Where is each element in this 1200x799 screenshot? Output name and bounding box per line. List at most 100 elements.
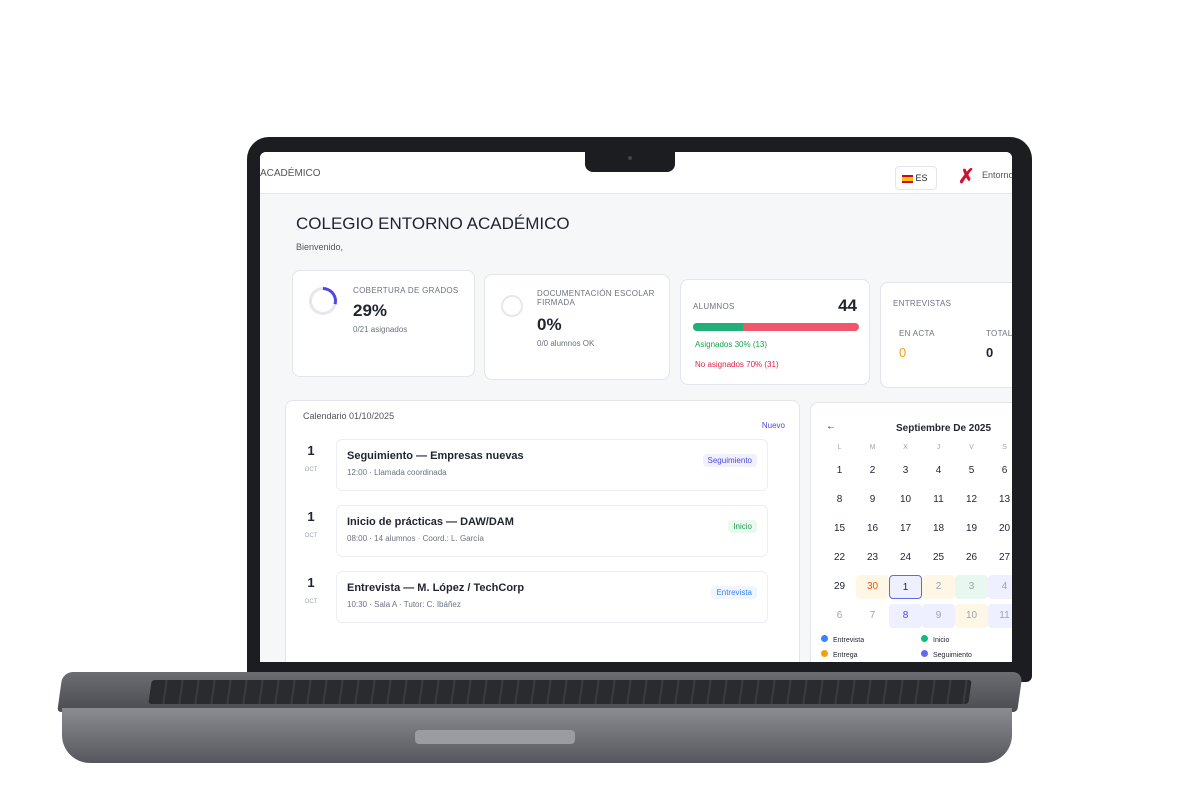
unassigned-legend: No asignados 70% (31) [695, 360, 779, 369]
progress-ring [501, 295, 523, 317]
weekday-label: M [869, 444, 876, 451]
legend-item: Entrega [821, 650, 921, 659]
event-date: 1 OCT [304, 509, 318, 539]
event-title: Entrevista — M. López / TechCorp [347, 582, 525, 594]
keyboard [148, 680, 972, 704]
event-details: 08:00 · 14 alumnos · Coord.: L. García [347, 534, 484, 543]
stat-card-students: Alumnos 44 Asignados 30% (13) No asignad… [680, 279, 870, 385]
event-badge: Entrevista [711, 586, 757, 599]
calendar-day[interactable]: 9 [922, 604, 955, 628]
stat-sub: 0/0 alumnos OK [537, 339, 595, 348]
calendar-day[interactable]: 9 [869, 494, 876, 505]
calendar-day[interactable]: 10 [899, 494, 912, 505]
stat-label: Documentación escolar firmada [537, 289, 655, 307]
calendar-day[interactable]: 6 [1001, 465, 1008, 476]
event-badge: Seguimiento [702, 454, 757, 467]
camera-notch [585, 150, 675, 172]
calendar-day[interactable]: 20 [998, 523, 1011, 534]
weekday-label: X [903, 444, 908, 451]
calendar-day[interactable]: 10 [955, 604, 988, 628]
brand: ACADÉMICO [260, 168, 321, 179]
calendar-day[interactable]: 11 [933, 494, 944, 505]
calendar-day[interactable]: 30 [856, 575, 889, 599]
calendar-day[interactable]: 19 [965, 523, 978, 534]
calendar-day[interactable]: 23 [866, 552, 879, 563]
stat-card-documentation: Documentación escolar firmada 0% 0/0 alu… [484, 274, 670, 380]
calendar-day[interactable]: 1 [889, 575, 922, 599]
event-date: 1 OCT [304, 443, 318, 473]
stat-value: 0% [537, 315, 562, 334]
weekday-label: V [969, 444, 974, 451]
agenda-title: Calendario 01/10/2025 [303, 411, 395, 421]
stat-value: 29% [353, 301, 388, 320]
calendar-day[interactable]: 24 [899, 552, 912, 563]
calendar-day[interactable]: 15 [833, 523, 846, 534]
stat-card-interviews: Entrevistas En acta 0 Total 0 [880, 282, 1012, 388]
calendar-day[interactable]: 22 [833, 552, 846, 563]
calendar-day[interactable]: 27 [998, 552, 1011, 563]
spain-flag-icon [902, 174, 913, 183]
event-item[interactable]: Seguimiento — Empresas nuevas 12:00 · Lla… [336, 439, 768, 491]
calendar-day[interactable]: 18 [932, 523, 945, 534]
calendar-day[interactable]: 16 [866, 523, 879, 534]
calendar-day[interactable]: 3 [902, 465, 909, 476]
calendar-day[interactable]: 5 [968, 465, 975, 476]
calendar-day[interactable]: 2 [922, 575, 955, 599]
event-date: 1 OCT [304, 575, 318, 605]
event-details: 10:30 · Sala A · Tutor: C. Ibáñez [347, 600, 461, 609]
laptop-screen: ACADÉMICO ES ✗ Entorno COLEGIO ENTORNO A… [260, 152, 1012, 662]
calendar-day[interactable]: 29 [833, 581, 846, 592]
calendar-day[interactable]: 11 [988, 604, 1012, 628]
stat-value: 44 [838, 296, 857, 315]
stat-label: Entrevistas [893, 299, 952, 308]
calendar-day[interactable]: 4 [988, 575, 1012, 599]
event-item[interactable]: Entrevista — M. López / TechCorp 10:30 · … [336, 571, 768, 623]
calendar-day[interactable]: 6 [836, 610, 843, 621]
calendar-day[interactable]: 12 [965, 494, 978, 505]
calendar-day[interactable]: 8 [889, 604, 922, 628]
calendar-day[interactable]: 7 [869, 610, 876, 621]
event-title: Inicio de prácticas — DAW/DAM [347, 516, 514, 528]
stat-col-label: Total [986, 329, 1012, 338]
stat-col-value: 0 [899, 345, 907, 360]
page-subtitle: Bienvenido, [296, 242, 344, 252]
calendar-day[interactable]: 26 [965, 552, 978, 563]
agenda-panel: Calendario 01/10/2025 Nuevo 1 OCT Seguimi… [285, 400, 800, 662]
trackpad-notch [415, 730, 575, 744]
calendar-day[interactable]: 2 [869, 465, 876, 476]
language-label: ES [915, 173, 928, 183]
user-name[interactable]: Entorno [982, 170, 1012, 180]
event-details: 12:00 · Llamada coordinada [347, 468, 447, 477]
logo-icon: ✗ [958, 166, 975, 188]
event-item[interactable]: Inicio de prácticas — DAW/DAM 08:00 · 14 … [336, 505, 768, 557]
stat-card-coverage: Cobertura de grados 29% 0/21 asignados [292, 270, 475, 377]
calendar-day[interactable]: 4 [935, 465, 942, 476]
legend-dot-icon [821, 650, 828, 657]
legend-item: Inicio [921, 635, 1012, 644]
stat-col-value: 0 [986, 345, 994, 360]
calendar-day[interactable]: 1 [836, 465, 843, 476]
page-title: COLEGIO ENTORNO ACADÉMICO [296, 214, 570, 233]
camera-icon [628, 156, 632, 160]
stat-col-label: En acta [899, 329, 935, 338]
calendar-day[interactable]: 3 [955, 575, 988, 599]
calendar-day[interactable]: 13 [998, 494, 1011, 505]
calendar-day[interactable]: 25 [932, 552, 945, 563]
stat-label: Cobertura de grados [353, 286, 459, 295]
stat-sub: 0/21 asignados [353, 325, 408, 334]
weekday-label: J [936, 444, 941, 451]
event-title: Seguimiento — Empresas nuevas [347, 450, 524, 462]
legend-dot-icon [921, 635, 928, 642]
assignment-bar [693, 323, 859, 331]
calendar-month: Septiembre De 2025 [896, 423, 992, 434]
new-event-link[interactable]: Nuevo [761, 421, 785, 430]
prev-month-button[interactable]: ← [826, 421, 836, 432]
weekday-label: S [1002, 444, 1007, 451]
language-selector[interactable]: ES [895, 166, 937, 190]
calendar-day[interactable]: 17 [899, 523, 912, 534]
event-badge: Inicio [728, 520, 757, 533]
legend-dot-icon [921, 650, 928, 657]
weekday-label: L [837, 444, 842, 451]
legend-item: Entrevista [821, 635, 921, 644]
calendar-day[interactable]: 8 [836, 494, 843, 505]
